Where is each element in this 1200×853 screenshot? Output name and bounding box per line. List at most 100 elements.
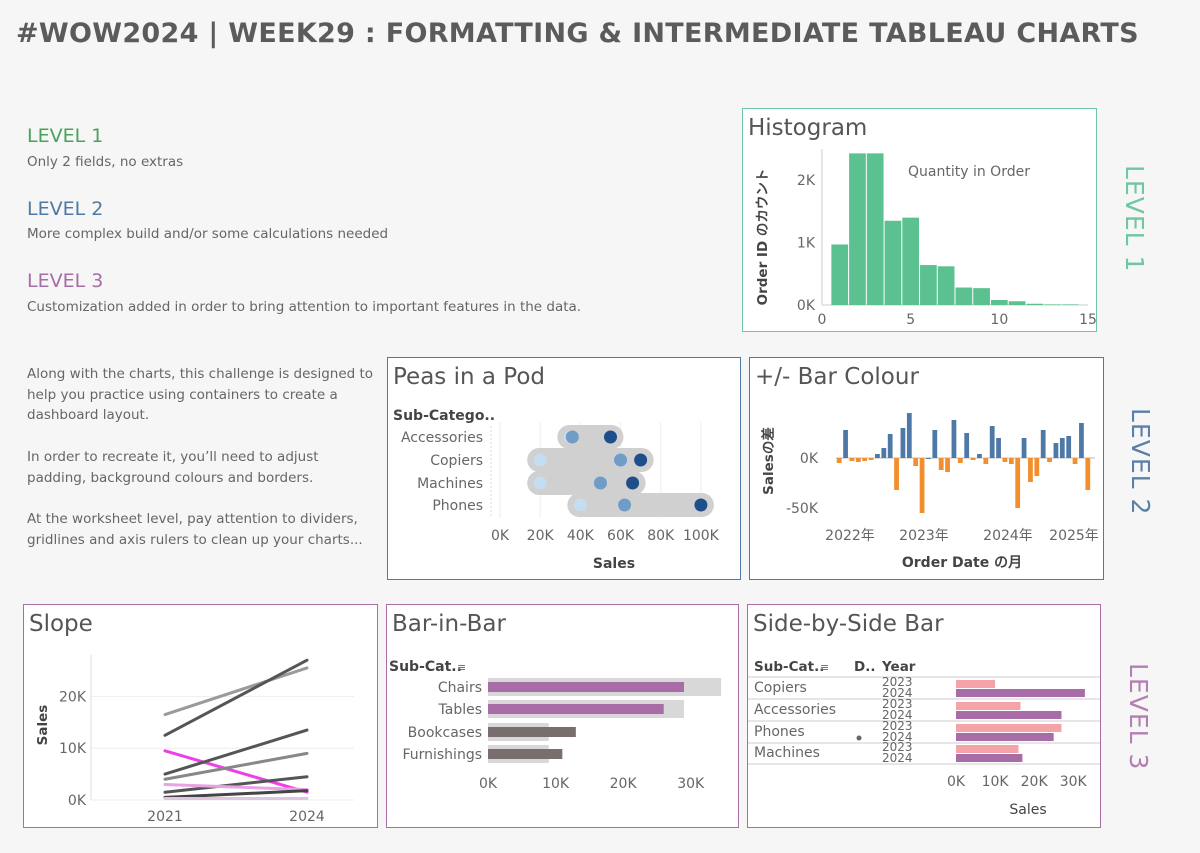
barcolour-bar bbox=[843, 430, 848, 458]
barcolour-bar bbox=[919, 458, 925, 513]
sidebyside-year-label: 2024 bbox=[882, 708, 913, 722]
peas-title: Peas in a Pod bbox=[393, 364, 545, 390]
histogram-y-tick-label: 2K bbox=[797, 173, 816, 189]
sidebyside-bar-2024 bbox=[956, 689, 1085, 697]
barcolour-bar bbox=[855, 458, 861, 462]
peas-point bbox=[565, 430, 579, 444]
peas-x-tick-label: 20K bbox=[527, 528, 555, 544]
barcolour-bar bbox=[938, 458, 944, 470]
histogram-bar bbox=[990, 300, 1008, 305]
level-2-description: More complex build and/or some calculati… bbox=[27, 226, 389, 242]
sidebyside-bar-2024 bbox=[956, 733, 1054, 741]
barinbar-x-tick-label: 20K bbox=[610, 776, 638, 792]
peas-point bbox=[626, 476, 640, 490]
sidebyside-year-label: 2023 bbox=[882, 719, 913, 733]
level-3-heading: LEVEL 3 bbox=[27, 270, 104, 292]
barcolour-bar bbox=[1053, 443, 1059, 458]
peas-chart: Sub-Catego.. 0K 20K 40K 60K 80K 100K Sales Acces… bbox=[393, 408, 720, 572]
barcolour-bar bbox=[849, 458, 855, 461]
peas-category-label: Machines bbox=[417, 476, 483, 492]
histogram-bar bbox=[849, 153, 866, 305]
intro-paragraph-3: At the worksheet level, pay attention to… bbox=[27, 511, 363, 548]
barinbar-x-tick-label: 10K bbox=[542, 776, 570, 792]
sidebyside-card: Side-by-Side Bar Sub-Cat.. ≡ D.. Year Copier… bbox=[747, 604, 1101, 828]
barinbar-inner-bar bbox=[488, 749, 563, 759]
histogram-x-tick-label: 10 bbox=[990, 312, 1008, 328]
sort-icon: ≡ bbox=[457, 661, 466, 674]
barcolour-bar bbox=[1079, 423, 1084, 458]
barcolour-x-tick-label: 2023年 bbox=[899, 528, 949, 544]
barcolour-bar bbox=[989, 426, 995, 458]
intro-paragraph-2: In order to recreate it, you’ll need to … bbox=[27, 449, 319, 486]
histogram-bar bbox=[884, 220, 902, 305]
barcolour-bar bbox=[1072, 458, 1078, 464]
histogram-title: Histogram bbox=[748, 115, 868, 141]
barcolour-y-tick-label: -50K bbox=[786, 501, 819, 517]
barcolour-x-tick-label: 2025年 bbox=[1049, 528, 1099, 544]
peas-row-header: Sub-Catego.. bbox=[393, 408, 495, 424]
slope-y-axis-title: Sales bbox=[35, 705, 51, 746]
barcolour-bar bbox=[1085, 458, 1091, 490]
barcolour-bar bbox=[906, 413, 912, 458]
barcolour-bar bbox=[881, 448, 887, 458]
histogram-y-tick-label: 1K bbox=[797, 236, 816, 252]
barcolour-bar bbox=[1008, 458, 1014, 464]
peas-point bbox=[604, 430, 617, 444]
slope-series-line bbox=[163, 751, 309, 781]
histogram-x-tick-label: 5 bbox=[906, 312, 915, 328]
level-2-heading: LEVEL 2 bbox=[27, 198, 104, 220]
barinbar-x-tick-label: 0K bbox=[479, 776, 498, 792]
peas-x-tick-label: 0K bbox=[491, 528, 510, 544]
sidebyside-year-label: 2024 bbox=[882, 686, 913, 700]
slope-y-tick-label: 10K bbox=[59, 741, 87, 757]
histogram-bar bbox=[866, 153, 884, 305]
level-3-description: Customization added in order to bring at… bbox=[27, 299, 582, 315]
peas-point bbox=[533, 453, 547, 467]
sidebyside-bar-2024 bbox=[956, 711, 1062, 719]
barcolour-card: +/- Bar Colour Salesの差 0K -50K 2022年 2023年 20… bbox=[749, 357, 1104, 580]
sidebyside-header-year: Year bbox=[881, 659, 916, 675]
barinbar-card: Bar-in-Bar Sub-Cat.. ≡ Chairs Tables Bookcas… bbox=[386, 604, 739, 828]
histogram-y-tick-label: 0K bbox=[797, 298, 816, 314]
barcolour-x-tick-label: 2024年 bbox=[983, 528, 1033, 544]
sidebyside-title: Side-by-Side Bar bbox=[753, 611, 944, 637]
slope-series-line bbox=[163, 782, 309, 792]
barcolour-bar bbox=[1040, 430, 1046, 458]
histogram-card: Histogram Quantity in Order Order ID のカウン… bbox=[742, 108, 1097, 332]
histogram-bar bbox=[1008, 301, 1026, 305]
barcolour-bar bbox=[977, 454, 982, 458]
sidebyside-x-tick-label: 30K bbox=[1060, 774, 1088, 790]
intro-paragraph-1: Along with the charts, this challenge is… bbox=[27, 366, 374, 423]
peas-pod bbox=[527, 471, 646, 495]
side-label-level-1: LEVEL 1 bbox=[1120, 165, 1149, 273]
sidebyside-category-label: Machines bbox=[754, 745, 820, 761]
sidebyside-year-label: 2024 bbox=[882, 751, 913, 765]
barcolour-bar bbox=[913, 458, 919, 466]
barcolour-bar bbox=[862, 458, 868, 461]
histogram-bar bbox=[831, 244, 849, 305]
barcolour-bar bbox=[996, 438, 1001, 458]
barcolour-bar bbox=[1015, 458, 1021, 508]
peas-x-tick-label: 40K bbox=[567, 528, 595, 544]
barcolour-title: +/- Bar Colour bbox=[755, 364, 919, 390]
barcolour-bar bbox=[1021, 438, 1027, 458]
slope-series-line bbox=[163, 775, 309, 794]
barcolour-bar bbox=[836, 458, 842, 463]
barcolour-bar bbox=[1059, 438, 1065, 458]
histogram-bar bbox=[1044, 304, 1061, 305]
barcolour-bar bbox=[894, 458, 899, 490]
sidebyside-category-label: Copiers bbox=[754, 680, 807, 696]
level-1-heading: LEVEL 1 bbox=[27, 125, 104, 147]
barinbar-inner-bar bbox=[488, 727, 576, 737]
barcolour-bar bbox=[964, 433, 970, 458]
barcolour-bar bbox=[875, 454, 880, 458]
histogram-bar bbox=[1026, 303, 1044, 305]
barcolour-bar bbox=[868, 458, 874, 460]
barcolour-bar bbox=[957, 458, 963, 463]
sidebyside-x-tick-label: 10K bbox=[982, 774, 1010, 790]
barcolour-y-axis-title: Salesの差 bbox=[760, 427, 777, 495]
peas-pod bbox=[567, 493, 714, 517]
barcolour-bar bbox=[1066, 436, 1072, 458]
barinbar-title: Bar-in-Bar bbox=[392, 611, 506, 637]
histogram-bar bbox=[920, 265, 937, 305]
